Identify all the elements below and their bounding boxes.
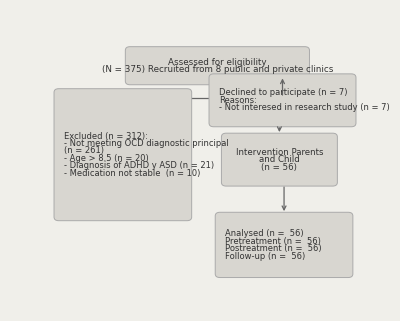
Text: - Not interesed in research study (n = 7): - Not interesed in research study (n = 7… — [219, 103, 390, 112]
FancyBboxPatch shape — [209, 74, 356, 127]
Text: Follow-up (n =  56): Follow-up (n = 56) — [225, 252, 306, 261]
FancyBboxPatch shape — [125, 47, 310, 85]
Text: Declined to participate (n = 7): Declined to participate (n = 7) — [219, 88, 348, 97]
FancyBboxPatch shape — [222, 133, 337, 186]
Text: Assessed for eligibility: Assessed for eligibility — [168, 57, 267, 66]
Text: (N = 375) Recruited from 8 public and private clinics: (N = 375) Recruited from 8 public and pr… — [102, 65, 333, 74]
Text: Analysed (n =  56): Analysed (n = 56) — [225, 229, 304, 238]
Text: - Not meeting OCD diagnostic principal: - Not meeting OCD diagnostic principal — [64, 139, 229, 148]
Text: - Medication not stable  (n = 10): - Medication not stable (n = 10) — [64, 169, 200, 178]
Text: Intervention Parents: Intervention Parents — [236, 148, 323, 157]
Text: Pretreatment (n =  56): Pretreatment (n = 56) — [225, 237, 321, 246]
Text: (n = 261): (n = 261) — [64, 146, 104, 155]
Text: Reasons:: Reasons: — [219, 96, 257, 105]
Text: - Diagnosis of ADHD y ASD (n = 21): - Diagnosis of ADHD y ASD (n = 21) — [64, 161, 214, 170]
Text: - Age > 8.5 (n = 20): - Age > 8.5 (n = 20) — [64, 154, 149, 163]
FancyBboxPatch shape — [215, 212, 353, 278]
Text: and Child: and Child — [259, 155, 300, 164]
Text: (n = 56): (n = 56) — [262, 162, 297, 171]
FancyBboxPatch shape — [54, 89, 192, 221]
Text: Postreatment (n =  56): Postreatment (n = 56) — [225, 244, 322, 253]
Text: Excluded (n = 312):: Excluded (n = 312): — [64, 132, 148, 141]
